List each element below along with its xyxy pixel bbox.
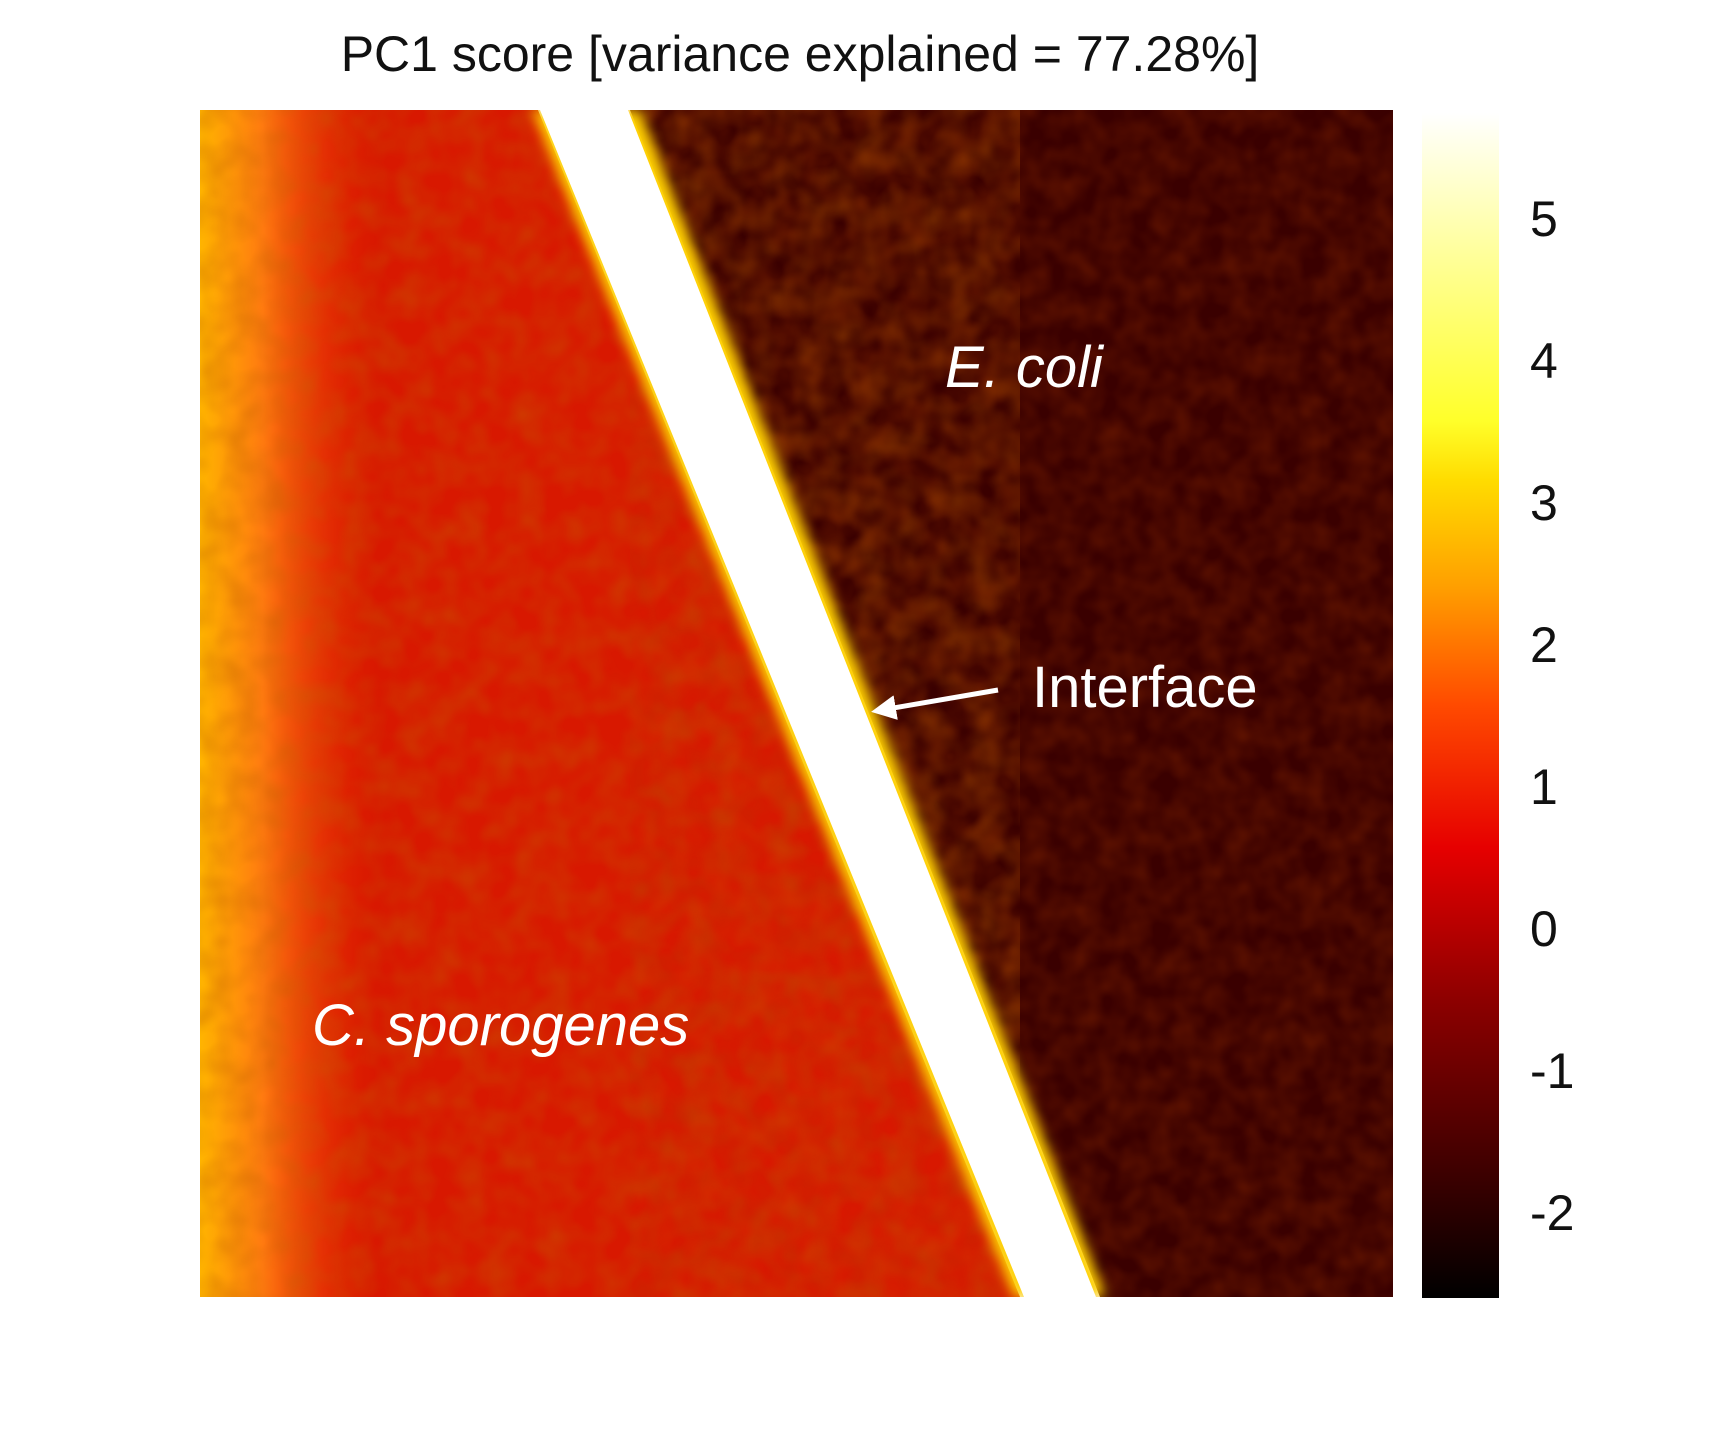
annotation-interface: Interface [1032,655,1258,720]
chart-title: PC1 score [variance explained = 77.28%] [341,26,1260,82]
colorbar-tick-label: 0 [1530,901,1558,957]
heatmap-interface-band [540,110,1096,1297]
heatmap [200,110,1393,1297]
annotation-e-coli: E. coli [945,335,1105,400]
heatmap-texture-right [630,110,1393,1297]
colorbar-tick-label: 1 [1530,759,1558,815]
heatmap-texture-left [200,110,1020,1297]
colorbar-tick-label: 4 [1530,333,1558,389]
colorbar-ticks: 5 4 3 2 1 0 -1 -2 [1530,191,1574,1241]
colorbar-tick-label: -1 [1530,1043,1574,1099]
annotation-interface-arrow [871,687,999,720]
colorbar-tick-label: -2 [1530,1185,1574,1241]
colorbar-tick-label: 2 [1530,617,1558,673]
colorbar-tick-label: 3 [1530,475,1558,531]
annotation-c-sporogenes: C. sporogenes [312,993,689,1058]
colorbar-tick-label: 5 [1530,191,1558,247]
colorbar [1422,113,1499,1298]
